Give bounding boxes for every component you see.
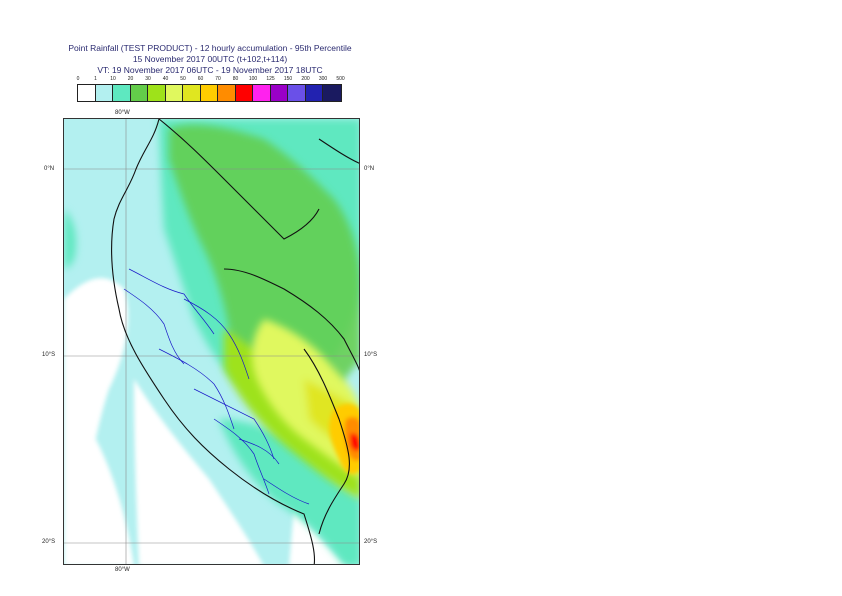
- graticule: [64, 119, 359, 564]
- legend-swatch: [288, 85, 306, 101]
- chart-title: Point Rainfall (TEST PRODUCT) - 12 hourl…: [68, 43, 352, 53]
- legend-tick-0: 0: [76, 76, 80, 82]
- legend-swatch: [270, 85, 288, 101]
- legend-tick-100: 100: [248, 76, 258, 82]
- legend-tick-125: 125: [266, 76, 275, 82]
- lat-label-right-20: 20°S: [364, 539, 378, 545]
- legend-tick-70: 70: [215, 76, 221, 82]
- legend-tick-20: 20: [127, 76, 134, 82]
- lon-label-bottom: 80°W: [115, 567, 130, 573]
- map-frame[interactable]: [63, 118, 360, 565]
- lon-label-top: 80°W: [115, 110, 130, 116]
- legend-swatch: [253, 85, 271, 101]
- legend-tick-60: 60: [197, 76, 204, 82]
- legend-swatch: [113, 85, 131, 101]
- run-date: 15 November 2017 00UTC (t+102,t+114): [132, 54, 288, 64]
- legend-tick-10: 10: [110, 76, 116, 82]
- legend-swatch: [200, 85, 218, 101]
- legend-swatch: [165, 85, 183, 101]
- legend-swatch: [148, 85, 166, 101]
- legend-tick-1: 1: [94, 76, 97, 82]
- legend-bar: [77, 84, 342, 102]
- legend-swatch: [95, 85, 113, 101]
- legend-swatch: [183, 85, 201, 101]
- legend-tick-50: 50: [180, 76, 186, 82]
- rainfall-map: [64, 119, 359, 564]
- legend-tick-30: 30: [145, 76, 151, 82]
- legend-tick-80: 80: [232, 76, 239, 82]
- legend-ticks: 0 1 10 20 30 40 50 60 70 80 100 125 150 200 300 500: [77, 76, 347, 84]
- legend-swatch: [78, 85, 96, 101]
- regional-borders: [123, 268, 310, 505]
- legend-tick-40: 40: [162, 76, 169, 82]
- valid-time: VT: 19 November 2017 06UTC - 19 November…: [97, 65, 323, 75]
- rain-60-100: [329, 403, 359, 475]
- legend-swatch: [305, 85, 323, 101]
- legend-tick-200: 200: [301, 76, 310, 82]
- legend-tick-150: 150: [283, 76, 293, 82]
- country-borders: [111, 119, 359, 564]
- lat-label-left-0: 0°N: [44, 166, 55, 172]
- dry-areas: [64, 278, 347, 564]
- legend-tick-500: 500: [336, 76, 345, 82]
- lat-label-left-10: 10°S: [42, 352, 56, 358]
- lat-label-right-0: 0°N: [364, 166, 375, 172]
- legend-tick-300: 300: [318, 76, 328, 82]
- legend-swatch: [218, 85, 236, 101]
- legend-swatch: [323, 85, 341, 101]
- lat-label-left-20: 20°S: [42, 539, 56, 545]
- color-legend: 0 1 10 20 30 40 50 60 70 80 100 125 150 200 300 500: [77, 76, 347, 102]
- lat-label-right-10: 10°S: [364, 352, 378, 358]
- legend-swatch: [130, 85, 148, 101]
- legend-swatch: [235, 85, 253, 101]
